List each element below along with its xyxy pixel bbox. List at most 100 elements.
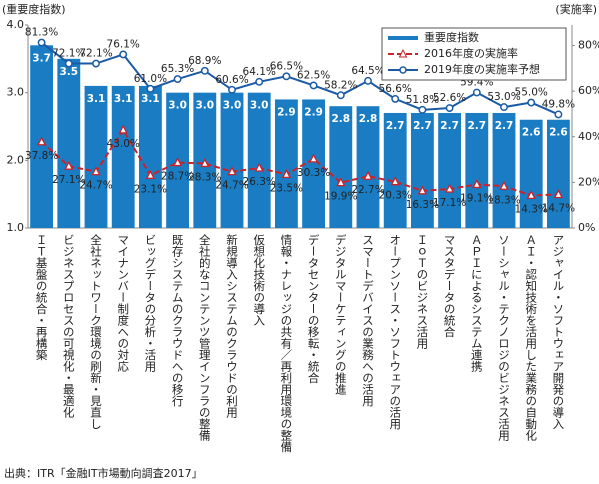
y2-tick-label: 60% <box>578 84 599 97</box>
marker <box>417 185 428 195</box>
marker <box>172 157 183 167</box>
bar-label: 3.1 <box>87 93 106 105</box>
data-label: 72.1% <box>79 48 112 60</box>
y2-tick-label: 80% <box>578 39 599 52</box>
bar <box>220 92 244 229</box>
y-tick-label: 2.0 <box>7 153 25 166</box>
bar <box>492 112 516 228</box>
x-tick-label: ビッグデータの分析・活用 <box>143 234 157 373</box>
x-tick-label: 既存システムのクラウドへの移行 <box>171 234 185 407</box>
x-tick-label: データセンターの移転・統合 <box>307 233 321 383</box>
marker <box>554 110 563 119</box>
bar-label: 2.7 <box>386 120 405 132</box>
y-tick-label: 4.0 <box>7 18 25 31</box>
data-label: 58.2% <box>324 79 357 91</box>
bar-label: 2.7 <box>440 120 459 132</box>
bar-label: 2.7 <box>495 120 514 132</box>
data-label: 43.0% <box>107 138 140 150</box>
bar-label: 3.0 <box>195 100 214 112</box>
x-tick-label: ＩＴ基盤の統合・再構築 <box>35 234 49 361</box>
x-tick-label: ＩｏＴのビジネス活用 <box>415 234 429 350</box>
bar <box>438 112 462 228</box>
legend-label: 2019年度の実施率予想 <box>424 62 540 76</box>
data-label: 81.3% <box>25 27 58 39</box>
data-label: 68.9% <box>188 55 221 67</box>
x-tick-label: オープンソース・ソフトウェアの活用 <box>388 234 402 430</box>
data-label: 30.3% <box>297 167 330 179</box>
y-tick-label: 3.0 <box>7 86 25 99</box>
data-label: 23.5% <box>270 182 303 194</box>
x-tick-label: ソーシャル・テクノロジのビジネス活用 <box>497 234 511 442</box>
bar-label: 3.7 <box>32 52 51 64</box>
data-label: 14.3% <box>515 203 548 215</box>
marker <box>364 76 372 85</box>
bar <box>302 99 326 228</box>
marker <box>119 50 128 59</box>
x-tick-label: 情報・ナレッジの共有／再利用環境の整備 <box>279 234 293 453</box>
data-label: 51.8% <box>406 94 439 106</box>
bar <box>329 106 353 228</box>
x-tick-label: ＡＰＩによるシステム連携 <box>470 234 484 373</box>
marker <box>445 104 454 112</box>
data-label: 53.0% <box>487 91 520 103</box>
x-tick-label: アジャイル・ソフトウェア開発の導入 <box>551 234 565 430</box>
x-tick-label: 新規導入システムのクラウドの利用 <box>225 233 239 419</box>
data-label: 27.1% <box>52 174 85 186</box>
bar <box>274 99 298 228</box>
y2-tick-label: 40% <box>578 130 599 143</box>
marker <box>444 183 455 193</box>
bar <box>356 106 380 228</box>
y2-tick-label: 0% <box>578 221 595 234</box>
y-tick-label: 1.0 <box>7 221 25 234</box>
bar <box>519 119 543 228</box>
bar-label: 2.6 <box>522 127 541 139</box>
data-label: 61.0% <box>134 73 167 85</box>
marker <box>92 59 100 68</box>
x-tick-label: 仮想化技術の導入 <box>252 234 266 326</box>
data-label: 17.1% <box>433 197 466 209</box>
data-label: 72.1% <box>52 48 85 60</box>
data-label: 60.6% <box>215 74 248 86</box>
bar-label: 3.1 <box>141 93 160 105</box>
marker <box>499 180 509 190</box>
data-label: 64.5% <box>351 65 384 77</box>
bar-label: 2.6 <box>549 127 568 139</box>
marker <box>145 169 156 179</box>
data-label: 19.1% <box>460 192 493 204</box>
y2-tick-label: 20% <box>578 175 599 188</box>
x-tick-label: マスタデータの統合 <box>443 234 457 338</box>
bar-label: 3.0 <box>168 100 187 112</box>
bar-label: 3.1 <box>114 93 133 105</box>
data-label: 20.3% <box>379 190 412 202</box>
marker <box>281 168 292 179</box>
legend-label: 2016年度の実施率 <box>424 46 518 60</box>
data-label: 23.1% <box>134 183 167 195</box>
marker <box>146 84 155 93</box>
x-tick-label: スマートデバイスの業務への活用 <box>361 234 375 407</box>
data-label: 62.5% <box>297 69 330 81</box>
data-label: 26.3% <box>243 176 276 188</box>
line <box>40 128 559 197</box>
marker <box>37 38 46 47</box>
data-label: 24.7% <box>79 180 112 192</box>
marker <box>64 160 74 170</box>
data-label: 49.8% <box>542 98 575 110</box>
marker <box>390 176 400 186</box>
bar-label: 2.9 <box>277 106 296 118</box>
data-label: 37.8% <box>25 150 58 162</box>
marker <box>308 153 319 163</box>
legend-label: 重要度指数 <box>424 30 479 44</box>
data-label: 28.7% <box>161 171 194 183</box>
bar <box>57 58 81 229</box>
bar <box>465 112 489 228</box>
data-label: 66.5% <box>270 60 303 72</box>
data-label: 56.6% <box>379 83 412 95</box>
marker <box>527 98 536 107</box>
bar <box>410 112 434 228</box>
bar-label: 2.9 <box>304 106 323 118</box>
marker <box>418 105 427 114</box>
marker <box>64 59 73 68</box>
bar-label: 3.5 <box>59 66 78 78</box>
marker <box>173 75 182 84</box>
